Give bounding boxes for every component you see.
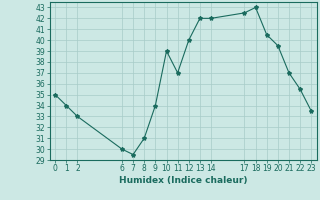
X-axis label: Humidex (Indice chaleur): Humidex (Indice chaleur): [119, 176, 247, 185]
